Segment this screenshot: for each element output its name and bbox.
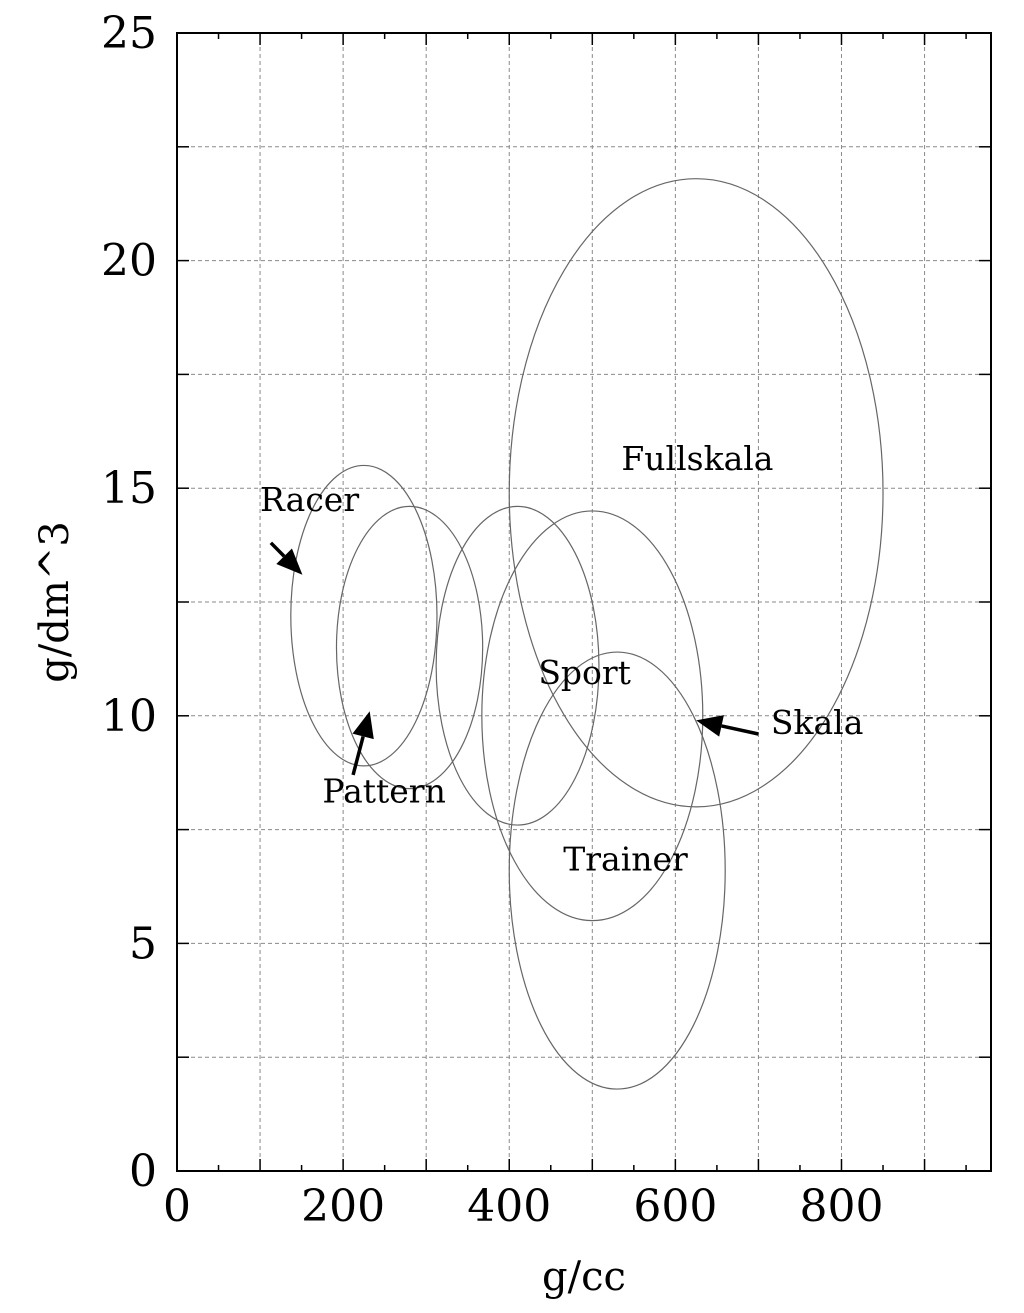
arrow-skala-head — [696, 715, 724, 737]
region-racer — [290, 464, 438, 767]
region-sport — [435, 505, 600, 826]
arrow-pattern-shaft — [351, 735, 365, 776]
y-tick-label: 10 — [101, 691, 157, 742]
label-layer: Racer Pattern Sport Skala Fullskala Trainer — [260, 439, 863, 879]
y-tick-label: 5 — [129, 918, 157, 969]
region-skala — [481, 510, 704, 922]
y-tick-label: 15 — [101, 463, 157, 514]
x-tick-label: 0 — [163, 1181, 191, 1232]
arrow-skala-shaft — [721, 724, 759, 736]
arrow-pattern-head — [352, 711, 374, 740]
y-tick-label: 20 — [101, 236, 157, 287]
arrow-racer-shaft — [269, 541, 286, 558]
region-trainer — [508, 651, 726, 1090]
label-skala: Skala — [771, 703, 864, 742]
region-pattern — [335, 505, 484, 790]
axis-layer: 0 200 400 600 800 0 5 10 15 20 25 — [101, 8, 991, 1232]
grid-layer — [177, 33, 991, 1171]
label-racer: Racer — [260, 480, 359, 519]
plot-frame — [176, 32, 992, 1172]
label-fullskala: Fullskala — [621, 439, 773, 478]
y-axis-title: g/dm^3 — [32, 521, 78, 683]
x-tick-label: 400 — [467, 1181, 551, 1232]
x-tick-label: 600 — [633, 1181, 717, 1232]
label-sport: Sport — [538, 653, 631, 692]
x-tick-label: 200 — [301, 1181, 385, 1232]
arrow-layer — [269, 541, 759, 776]
label-pattern: Pattern — [322, 771, 445, 810]
y-tick-label: 0 — [129, 1146, 157, 1197]
arrow-racer-head — [276, 548, 303, 575]
region-fullskala — [508, 178, 884, 808]
x-axis-title: g/cc — [542, 1254, 626, 1300]
region-layer — [290, 178, 884, 1090]
label-trainer: Trainer — [563, 840, 688, 879]
y-tick-label: 25 — [101, 8, 157, 59]
x-tick-label: 800 — [799, 1181, 883, 1232]
